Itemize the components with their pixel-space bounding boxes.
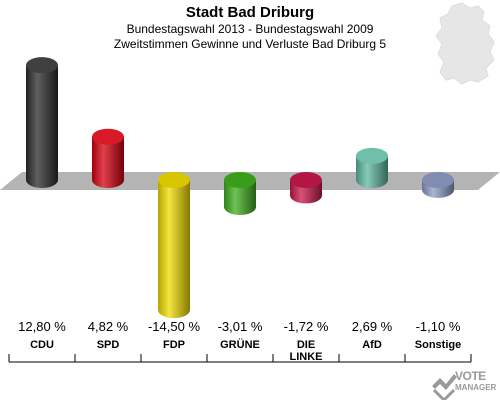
chart-subtitle-2: Zweitstimmen Gewinne und Verluste Bad Dr… [113, 37, 387, 51]
category-label: SPD [96, 339, 120, 351]
logo-text: VOTE MANAGER [455, 369, 497, 393]
value-label: 12,80 % [18, 319, 66, 334]
category-label: GRÜNE [220, 339, 260, 351]
ballot-check-icon [432, 374, 457, 403]
chart-title: Stadt Bad Driburg [185, 4, 315, 21]
bar-sonstige [422, 172, 454, 198]
category-label: AfD [362, 339, 382, 351]
bar-fdp [158, 172, 190, 319]
category-label: CDU [30, 339, 54, 351]
category-label: FDP [163, 339, 185, 351]
chart-subtitle: Bundestagswahl 2013 - Bundestagswahl 200… [126, 22, 374, 36]
category-label: DIE LINKE [289, 339, 323, 363]
value-label: 2,69 % [351, 319, 393, 334]
bar-afd [356, 147, 388, 188]
germany-map-icon [435, 2, 495, 85]
bar-spd [92, 128, 124, 188]
logo-line-2: MANAGER [455, 383, 497, 392]
bar-gr-ne [224, 172, 256, 215]
logo-line-1: VOTE [455, 369, 486, 383]
value-label: -14,50 % [147, 319, 201, 334]
bar-die-linke [290, 172, 322, 204]
value-label: -1,72 % [283, 319, 329, 334]
category-label: Sonstige [414, 339, 462, 351]
bar-cdu [26, 57, 58, 188]
value-label: -1,10 % [415, 319, 461, 334]
value-label: 4,82 % [87, 319, 129, 334]
value-label: -3,01 % [217, 319, 263, 334]
